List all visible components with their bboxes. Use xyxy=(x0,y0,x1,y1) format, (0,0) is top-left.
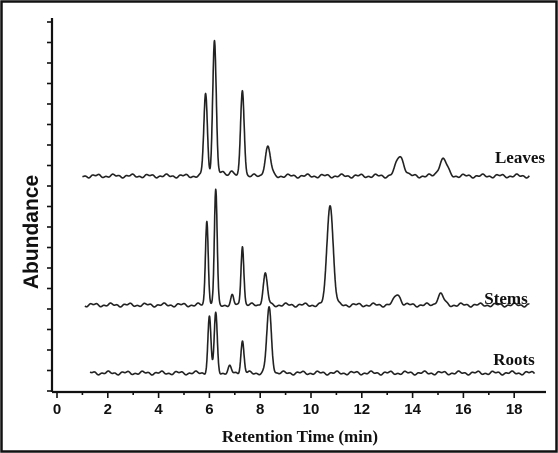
x-tick-label: 8 xyxy=(256,401,264,418)
axis-ticks: 0 2 4 6 8 10 12 14 16 18 xyxy=(47,21,523,418)
series-label-leaves: Leaves xyxy=(495,148,545,167)
x-tick-label: 0 xyxy=(53,401,61,418)
chromatogram-traces xyxy=(81,39,536,376)
y-axis-label: Abundance xyxy=(20,175,43,289)
trace-roots xyxy=(89,306,536,376)
x-tick-label: 14 xyxy=(404,401,421,418)
x-tick-label: 12 xyxy=(353,401,370,418)
trace-leaves xyxy=(81,39,530,179)
series-labels: Leaves Stems Roots xyxy=(484,148,545,369)
series-label-stems: Stems xyxy=(484,289,528,308)
x-tick-label: 4 xyxy=(154,401,163,418)
x-tick-label: 18 xyxy=(506,401,523,418)
x-tick-label: 2 xyxy=(104,401,112,418)
x-tick-label: 6 xyxy=(205,401,213,418)
x-tick-label: 16 xyxy=(455,401,472,418)
x-tick-label: 10 xyxy=(303,401,320,418)
x-axis-label: Retention Time (min) xyxy=(222,427,378,446)
trace-stems xyxy=(84,188,530,308)
series-label-roots: Roots xyxy=(493,350,535,369)
